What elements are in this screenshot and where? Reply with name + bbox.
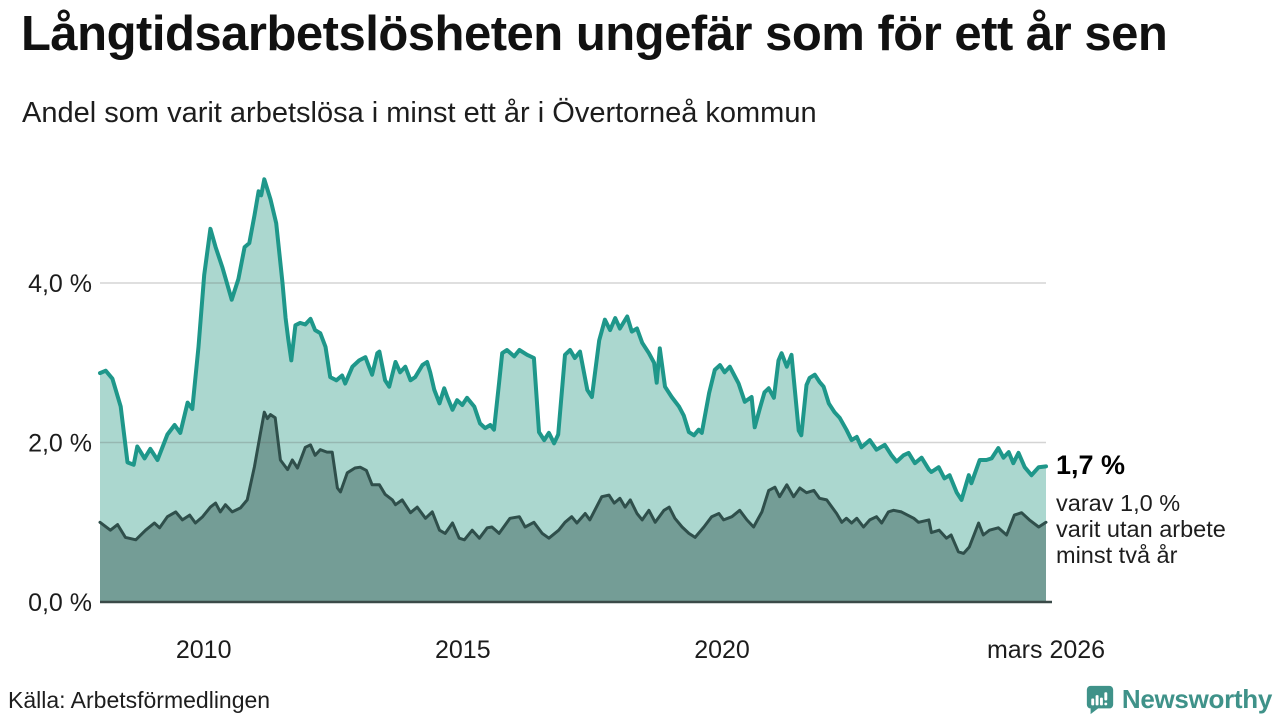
y-tick-label: 2,0 % <box>28 430 92 458</box>
end-value-breakdown-line2: varit utan arbete <box>1056 516 1226 542</box>
x-tick-label: mars 2026 <box>987 636 1105 664</box>
source-caption: Källa: Arbetsförmedlingen <box>8 687 271 713</box>
newsworthy-wordmark: Newsworthy <box>1121 684 1272 714</box>
end-value-annotation: 1,7 % varav 1,0 % varit utan arbete mins… <box>1056 450 1271 568</box>
end-value-breakdown-line1: varav 1,0 % <box>1056 490 1181 516</box>
x-tick-label: 2015 <box>435 636 491 664</box>
series-line-1 <box>98 410 1048 555</box>
series-line-0 <box>98 177 1048 502</box>
area-fill-series-1 <box>100 412 1046 602</box>
end-value-breakdown-line3: minst två år <box>1056 542 1178 568</box>
newsworthy-brand: Newsworthy <box>1084 684 1272 715</box>
end-value-total: 1,7 % <box>1056 450 1126 480</box>
x-tick-label: 2020 <box>694 636 750 664</box>
y-tick-label: 0,0 % <box>28 589 92 617</box>
chart-subtitle: Andel som varit arbetslösa i minst ett å… <box>22 97 817 129</box>
y-tick-label: 4,0 % <box>28 270 92 298</box>
x-tick-label: 2010 <box>176 636 232 664</box>
page-title: Långtidsarbetslösheten ungefär som för e… <box>21 7 1168 61</box>
newsworthy-logo-icon <box>1086 685 1114 715</box>
